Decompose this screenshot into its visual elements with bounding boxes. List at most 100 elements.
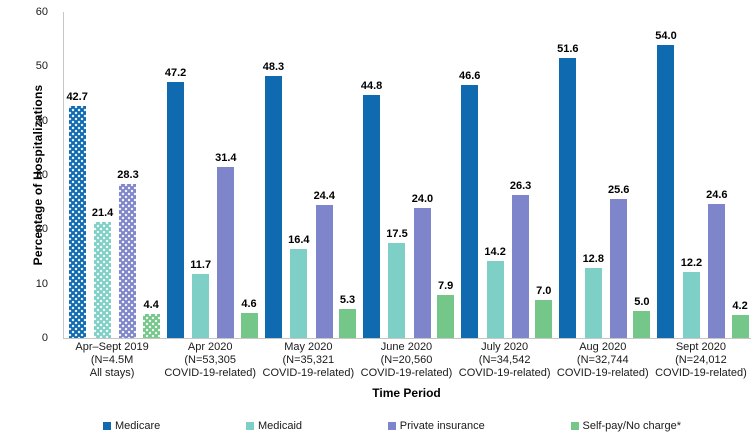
bar bbox=[584, 268, 602, 338]
bar-column: 4.6 bbox=[240, 298, 258, 338]
bar-group: 51.6 12.8 25.6 5.0 bbox=[555, 12, 653, 338]
x-axis-title: Time Period bbox=[372, 386, 441, 400]
x-tick-label-line: June 2020 bbox=[380, 341, 433, 353]
bar-value-label: 42.7 bbox=[66, 91, 88, 103]
y-axis-ticks: 0 10 20 30 40 50 60 bbox=[0, 6, 56, 344]
x-tick-label: July 2020 (N=34,542 COVID-19-related) bbox=[456, 341, 554, 380]
bar bbox=[290, 248, 308, 338]
bar bbox=[535, 299, 553, 338]
bar-value-label: 7.0 bbox=[536, 284, 552, 297]
bar bbox=[192, 274, 210, 338]
bar-group: 48.3 16.4 24.4 5.3 bbox=[260, 12, 358, 338]
bar-column: 7.9 bbox=[437, 280, 455, 338]
bar-column: 4.4 bbox=[142, 299, 160, 338]
x-tick-label: June 2020 (N=20,560 COVID-19-related) bbox=[357, 341, 455, 380]
bar-column: 48.3 bbox=[263, 61, 284, 338]
legend-item: Self-pay/No charge* bbox=[570, 420, 681, 432]
bar-value-label: 4.6 bbox=[241, 298, 257, 311]
y-tick-label: 0 bbox=[41, 332, 48, 344]
bar-value-label: 28.3 bbox=[117, 169, 139, 182]
bar-column: 16.4 bbox=[288, 233, 310, 338]
x-tick-label-line: Apr–Sept 2019 bbox=[75, 341, 149, 353]
bar bbox=[315, 205, 333, 338]
legend-marker bbox=[246, 422, 254, 430]
x-tick-label: Sept 2020 (N=24,012 COVID-19-related) bbox=[652, 341, 750, 380]
bar-value-label: 24.0 bbox=[411, 192, 434, 205]
x-tick-label-line: COVID-19-related) bbox=[458, 367, 551, 379]
x-tick-label-line: Apr 2020 bbox=[187, 341, 233, 353]
bar bbox=[559, 57, 577, 338]
bar-column: 24.0 bbox=[412, 193, 433, 338]
bar-column: 4.2 bbox=[731, 300, 749, 338]
legend-marker bbox=[570, 422, 579, 430]
bar-value-label: 12.8 bbox=[582, 253, 604, 266]
bar-column: 11.7 bbox=[190, 259, 211, 338]
bar bbox=[338, 309, 356, 338]
bar-value-label: 4.4 bbox=[143, 299, 159, 312]
bar bbox=[94, 221, 112, 338]
legend-label: Medicaid bbox=[258, 420, 303, 432]
bar bbox=[388, 242, 406, 338]
bar-value-label: 46.6 bbox=[459, 69, 481, 82]
y-tick-label: 60 bbox=[35, 6, 48, 18]
legend-label: Private insurance bbox=[399, 420, 485, 432]
x-tick-label-line: (N=32,744 bbox=[576, 354, 629, 366]
x-tick-label-line: (N=24,012 bbox=[675, 354, 727, 366]
bar bbox=[708, 204, 726, 338]
bar-value-label: 5.3 bbox=[339, 294, 356, 307]
bar-column: 31.4 bbox=[215, 152, 237, 338]
bar bbox=[413, 207, 431, 338]
bar bbox=[486, 260, 504, 338]
bar bbox=[657, 44, 675, 338]
bar bbox=[633, 310, 651, 338]
bar bbox=[167, 81, 185, 338]
x-tick-label-line: (N=20,560 bbox=[380, 354, 433, 366]
bar bbox=[119, 184, 137, 338]
x-tick-label-line: May 2020 bbox=[284, 341, 333, 353]
bar bbox=[437, 295, 455, 338]
x-tick-label-line: COVID-19-related) bbox=[164, 367, 257, 379]
bar-column: 25.6 bbox=[608, 184, 629, 338]
bar-value-label: 48.3 bbox=[262, 60, 285, 73]
x-tick-label: Aug 2020 (N=32,744 COVID-19-related) bbox=[554, 341, 652, 380]
bar-column: 12.2 bbox=[681, 257, 702, 338]
bar-value-label: 16.4 bbox=[288, 233, 310, 246]
bar bbox=[512, 195, 530, 338]
bar-value-label: 5.0 bbox=[634, 295, 650, 308]
bar bbox=[142, 314, 160, 338]
bar-column: 51.6 bbox=[557, 42, 579, 338]
x-tick-label: May 2020 (N=35,321 COVID-19-related) bbox=[259, 341, 357, 380]
x-tick-label-line: (N=4.5M bbox=[90, 354, 134, 366]
bar bbox=[731, 315, 749, 338]
bar bbox=[461, 84, 479, 338]
bar-value-label: 31.4 bbox=[215, 152, 237, 165]
bar-column: 24.4 bbox=[314, 190, 335, 338]
bar-value-label: 25.6 bbox=[607, 183, 630, 196]
x-tick-label-line: Aug 2020 bbox=[579, 341, 627, 353]
bar bbox=[68, 106, 86, 338]
y-tick-label: 10 bbox=[35, 277, 48, 290]
legend-label: Medicare bbox=[115, 420, 161, 432]
x-tick-label-line: Sept 2020 bbox=[675, 341, 726, 353]
bar-value-label: 51.6 bbox=[557, 42, 579, 55]
bar-value-label: 4.2 bbox=[732, 300, 748, 313]
y-tick-label: 40 bbox=[35, 114, 48, 127]
bar-group: 54.0 12.2 24.6 4.2 bbox=[653, 12, 751, 338]
bar-column: 42.7 bbox=[66, 91, 88, 338]
y-tick-label: 20 bbox=[35, 223, 48, 236]
bar-groups-container: 42.7 21.4 28.3 4.4 47.2 11.7 31.4 4.6 48.3 16.4 24… bbox=[64, 12, 751, 338]
x-tick-label-line: (N=53,305 bbox=[184, 354, 237, 366]
bar-column: 21.4 bbox=[92, 207, 113, 338]
bar bbox=[682, 271, 700, 338]
bar-value-label: 12.2 bbox=[680, 256, 703, 269]
x-tick-label-line: COVID-19-related) bbox=[360, 367, 453, 379]
x-tick-label-line: COVID-19-related) bbox=[556, 367, 649, 379]
bar bbox=[217, 167, 235, 338]
legend-item: Medicaid bbox=[246, 420, 302, 432]
bar bbox=[240, 313, 258, 338]
x-tick-label-line: All stays) bbox=[89, 367, 135, 379]
x-tick-label-line: (N=34,542 bbox=[478, 354, 531, 366]
bar-value-label: 11.7 bbox=[190, 259, 212, 272]
bar-value-label: 7.9 bbox=[437, 280, 454, 293]
